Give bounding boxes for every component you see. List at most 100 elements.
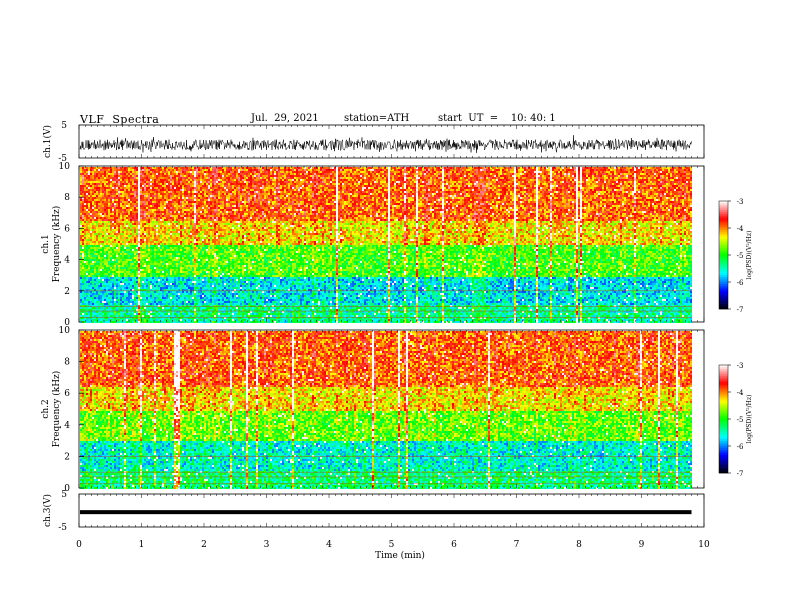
spectrogram-cell [106,267,108,269]
spectrogram-cell [80,287,82,289]
spectrogram-cell [92,173,94,175]
spectrogram-cell [98,235,100,237]
spectrogram-cell [82,287,84,289]
spectrogram-cell [90,273,92,275]
spectrogram-cell [104,171,106,173]
spectrogram-cell [112,167,114,169]
spectrogram-cell [110,189,112,191]
spectrogram-cell [82,249,84,251]
spectrogram-cell [82,267,84,269]
spectrogram-cell [90,231,92,233]
spectrogram-cell [110,285,112,287]
spectrogram-cell [92,297,94,299]
spectrogram-cell [84,251,86,253]
spectrogram-cell [94,215,96,217]
ch3-ytick-label: -5 [58,523,67,533]
spectrogram-cell [98,187,100,189]
spectrogram-cell [96,257,98,259]
spectrogram-cell [112,283,114,285]
spectrogram-cell [116,225,118,227]
spectrogram-cell [116,205,118,207]
spectrogram-cell [94,167,96,169]
spectrogram-cell [86,309,88,311]
spectrogram-cell [114,293,116,295]
spectrogram-cell [82,171,84,173]
spectrogram-cell [84,235,86,237]
spectrogram-cell [102,299,104,301]
spectrogram-cell [98,281,100,283]
spectrogram-cell [94,269,96,271]
spectrogram-cell [114,203,116,205]
spectrogram-cell [86,217,88,219]
spectrogram-cell [114,183,116,185]
spectrogram-cell [108,201,110,203]
spectrogram-cell [102,253,104,255]
spectrogram-cell [110,177,112,179]
ch1-ytick-label: 5 [61,121,67,131]
spectrogram-cell [100,209,102,211]
spectrogram-cell [106,295,108,297]
spectrogram-cell [82,255,84,257]
spectrogram-cell [102,171,104,173]
spectrogram-cell [108,199,110,201]
spectrogram-cell [88,175,90,177]
spectrogram-cell [106,291,108,293]
spectrogram-cell [98,315,100,317]
spectrogram-cell [112,213,114,215]
spectrogram-cell [106,259,108,261]
spectrogram-cell [82,261,84,263]
spectrogram-cell [86,281,88,283]
spectrogram-cell [86,197,88,199]
spectrogram-cell [88,229,90,231]
spectrogram-cell [80,249,82,251]
spectrogram-cell [110,219,112,221]
spectrogram-cell [82,281,84,283]
spectrogram-cell [114,307,116,309]
spectrogram-cell [94,177,96,179]
spectrogram-cell [96,231,98,233]
spectrogram-cell [88,215,90,217]
spectrogram-cell [98,301,100,303]
spectrogram-cell [106,231,108,233]
spectrogram-cell [114,305,116,307]
spectrogram-cell [96,313,98,315]
spectrogram-cell [94,251,96,253]
spectrogram-cell [98,303,100,305]
spectrogram-cell [82,251,84,253]
spectrogram-cell [104,167,106,169]
spectrogram-cell [84,207,86,209]
spectrogram-cell [98,305,100,307]
spectrogram-cell [80,307,82,309]
spectrogram-cell [104,169,106,171]
spectrogram-cell [110,225,112,227]
spectrogram-cell [102,313,104,315]
spectrogram-cell [106,321,108,323]
spectrogram-cell [90,219,92,221]
spectrogram-cell [84,267,86,269]
spectrogram-cell [98,263,100,265]
spectrogram-cell [116,195,118,197]
spectrogram-cell [92,241,94,243]
spectrogram-cell [112,177,114,179]
spectrogram-cell [94,237,96,239]
spectrogram-cell [86,175,88,177]
spectrogram-cell [96,287,98,289]
spectrogram-cell [82,181,84,183]
spectrogram-cell [98,285,100,287]
spectrogram-cell [114,175,116,177]
spectrogram-cell [106,195,108,197]
spectrogram-cell [82,193,84,195]
spectrogram-cell [104,195,106,197]
spectrogram-cell [108,239,110,241]
spectrogram-cell [114,227,116,229]
spectrogram-cell [86,269,88,271]
spectrogram-cell [116,227,118,229]
spectrogram-cell [94,297,96,299]
spectrogram-cell [94,213,96,215]
spectrogram-cell [108,259,110,261]
spectrogram-cell [94,267,96,269]
spectrogram-cell [92,313,94,315]
spectrogram-cell [110,295,112,297]
spectrogram-cell [104,221,106,223]
spectrogram-cell [96,205,98,207]
